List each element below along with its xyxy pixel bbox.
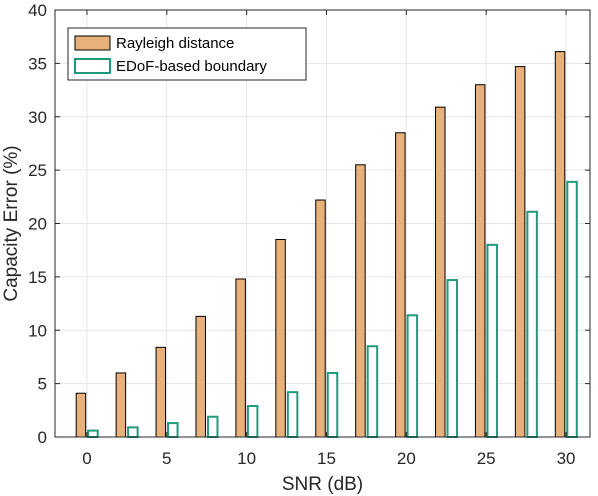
bar-edof — [566, 180, 578, 438]
bar-rayleigh — [514, 66, 526, 438]
x-axis-label: SNR (dB) — [282, 474, 363, 495]
x-tick-label: 0 — [82, 449, 91, 468]
y-tick-label: 10 — [28, 321, 47, 340]
x-tick-label: 10 — [237, 449, 256, 468]
y-tick-label: 20 — [28, 215, 47, 234]
bar-rayleigh — [155, 346, 167, 438]
y-tick-label: 40 — [28, 1, 47, 20]
x-tick-label: 20 — [397, 449, 416, 468]
bar-rayleigh — [315, 199, 326, 438]
bar-edof — [206, 415, 219, 439]
bar-rayleigh — [195, 315, 206, 438]
bar-edof — [87, 429, 99, 439]
bar-edof — [167, 422, 179, 438]
bar-rayleigh — [395, 132, 406, 438]
legend: Rayleigh distance EDoF-based boundary — [67, 27, 307, 81]
bar-edof — [366, 345, 379, 439]
bar-edof — [526, 210, 538, 438]
bar-edof — [286, 391, 299, 439]
bar-rayleigh — [435, 106, 446, 438]
y-tick-label: 5 — [38, 375, 47, 394]
y-tick-label: 25 — [28, 161, 47, 180]
bar-rayleigh — [474, 84, 486, 438]
bar-edof — [246, 405, 259, 439]
bar-rayleigh — [75, 392, 87, 438]
x-tick-label: 5 — [162, 449, 171, 468]
x-tick-label: 15 — [317, 449, 336, 468]
legend-swatch-edof-boundary — [74, 58, 111, 74]
bar-rayleigh — [115, 372, 127, 438]
legend-swatch-rayleigh-distance — [74, 35, 111, 51]
bar-edof — [446, 279, 459, 438]
bar-edof — [127, 426, 139, 439]
x-tick-label: 25 — [477, 449, 496, 468]
y-tick-label: 15 — [28, 268, 47, 287]
y-tick-label: 35 — [28, 54, 47, 73]
legend-label-edof-boundary: EDoF-based boundary — [116, 58, 267, 75]
bars — [75, 51, 578, 439]
bar-edof — [486, 243, 498, 438]
y-axis-label: Capacity Error (%) — [1, 145, 22, 301]
tick-labels: 0 5 10 15 20 25 30 35 40 0 5 10 15 20 25 30 — [28, 1, 575, 468]
bar-edof — [326, 371, 339, 439]
bar-rayleigh — [554, 51, 566, 438]
bar-edof — [406, 314, 419, 438]
y-tick-label: 30 — [28, 108, 47, 127]
axes-frame — [54, 9, 591, 438]
bar-rayleigh — [275, 239, 286, 438]
y-tick-label: 0 — [38, 428, 47, 447]
bar-rayleigh — [355, 164, 366, 438]
legend-label-rayleigh-distance: Rayleigh distance — [116, 35, 234, 52]
bar-rayleigh — [235, 278, 246, 438]
x-tick-label: 30 — [557, 449, 576, 468]
